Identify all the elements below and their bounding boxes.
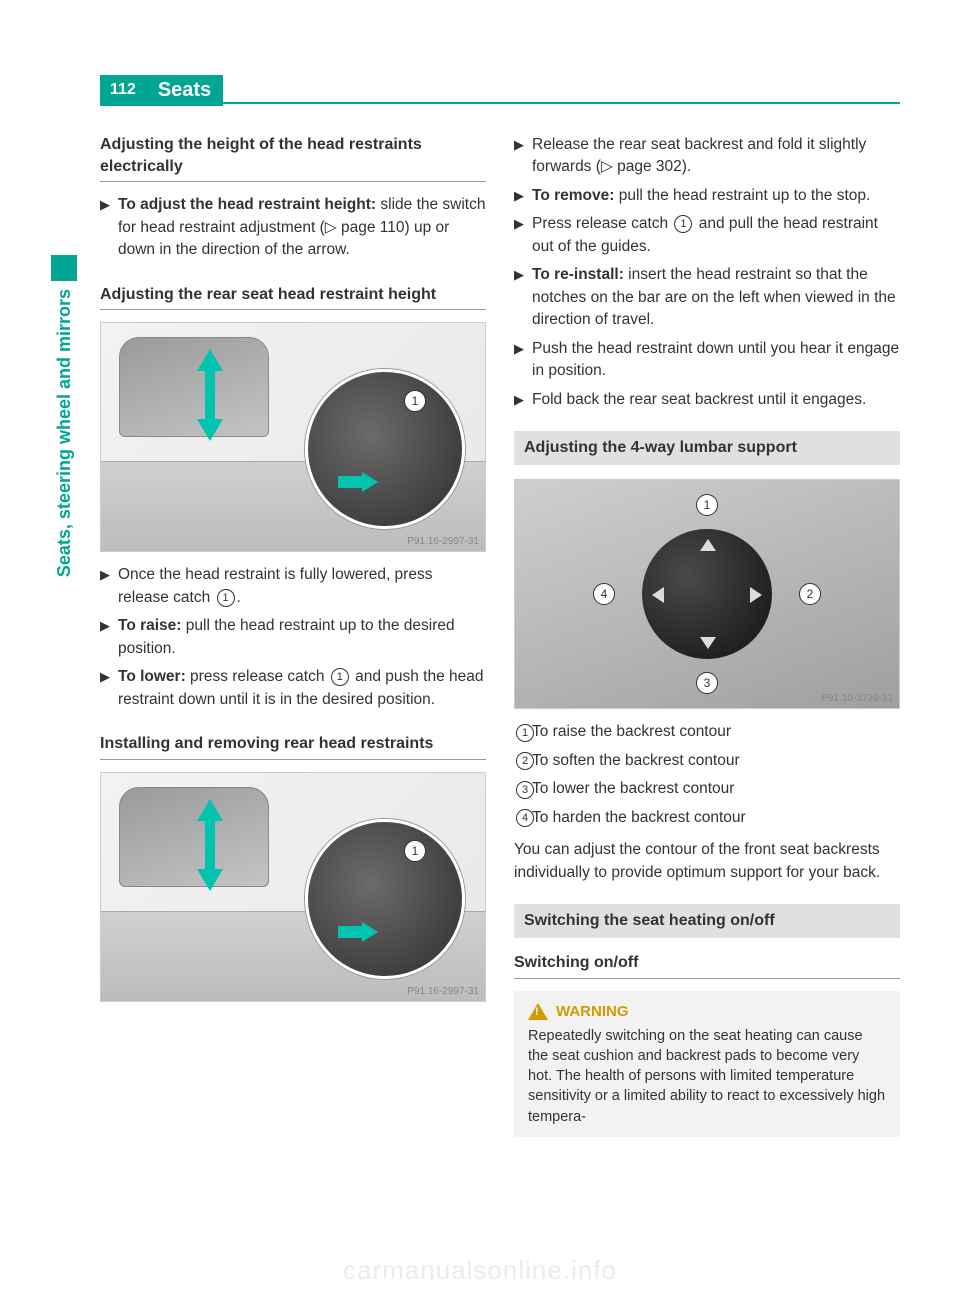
item-text: Push the head restraint down until you h… [532,338,900,383]
warning-box: WARNING Repeatedly switching on the seat… [514,991,900,1137]
item-text: To raise: pull the head restraint up to … [118,615,486,660]
section-heading: Installing and removing rear head restra… [100,733,486,760]
legend-text: To soften the backrest contour [532,750,900,772]
instruction-list: ▶ Release the rear seat backrest and fol… [514,134,900,411]
bullet-icon: ▶ [514,338,532,383]
page-content: 112 Seats Adjusting the height of the he… [100,75,900,1137]
arrow-press-icon [338,922,378,942]
warning-label: WARNING [556,1003,629,1020]
list-item: ▶ Once the head restraint is fully lower… [100,564,486,609]
list-item: ▶ Push the head restraint down until you… [514,338,900,383]
instruction-list: ▶ To adjust the head restraint height: s… [100,194,486,261]
bullet-icon: ▶ [514,213,532,258]
bullet-icon: ▶ [514,264,532,331]
bullet-icon: ▶ [100,615,118,660]
callout-2: 2 [799,583,821,605]
section-heading: Adjusting the height of the head restrai… [100,134,486,182]
page-number: 112 [100,75,146,106]
callout-bullet: 1 [514,721,532,743]
warning-text: Repeatedly switching on the seat heating… [528,1026,886,1127]
item-text: Release the rear seat backrest and fold … [532,134,900,179]
instruction-list: ▶ Once the head restraint is fully lower… [100,564,486,711]
callout-bullet: 4 [514,807,532,829]
list-item: ▶ To raise: pull the head restraint up t… [100,615,486,660]
tab-label: Seats, steering wheel and mirrors [54,289,75,577]
legend-list: 1 To raise the backrest contour 2 To sof… [514,721,900,829]
callout-4: 4 [593,583,615,605]
page-header: 112 Seats [100,75,900,106]
legend-text: To raise the backrest contour [532,721,900,743]
section-bar-heading: Switching the seat heating on/off [514,904,900,938]
section-heading: Adjusting the rear seat head restraint h… [100,284,486,311]
bullet-icon: ▶ [514,389,532,411]
bullet-icon: ▶ [100,666,118,711]
figure-head-restraint: 1 P91.16-2997-31 [100,322,486,552]
bullet-icon: ▶ [100,564,118,609]
arrow-up-down-icon [197,799,223,891]
list-item: ▶ Release the rear seat backrest and fol… [514,134,900,179]
list-item: ▶ To remove: pull the head restraint up … [514,185,900,207]
figure-head-restraint-remove: 1 P91.16-2997-31 [100,772,486,1002]
list-item: ▶ To adjust the head restraint height: s… [100,194,486,261]
figure-code: P91.10-3739-31 [821,693,893,704]
tab-marker [51,255,77,281]
lumbar-control [642,529,772,659]
item-text: Once the head restraint is fully lowered… [118,564,486,609]
callout-1: 1 [404,840,426,862]
callout-1: 1 [696,494,718,516]
item-text: To lower: press release catch 1 and push… [118,666,486,711]
zoom-detail: 1 [305,369,465,529]
arrow-press-icon [338,472,378,492]
right-column: ▶ Release the rear seat backrest and fol… [514,134,900,1137]
figure-code: P91.16-2997-31 [407,986,479,997]
legend-item: 1 To raise the backrest contour [514,721,900,743]
callout-bullet: 3 [514,778,532,800]
zoom-detail: 1 [305,819,465,979]
item-text: Fold back the rear seat backrest until i… [532,389,900,411]
bullet-icon: ▶ [514,185,532,207]
callout-3: 3 [696,672,718,694]
callout-1: 1 [404,390,426,412]
list-item: ▶ Press release catch 1 and pull the hea… [514,213,900,258]
callout-bullet: 2 [514,750,532,772]
figure-lumbar-support: 1 2 3 4 P91.10-3739-31 [514,479,900,709]
legend-text: To harden the backrest contour [532,807,900,829]
list-item: ▶ To lower: press release catch 1 and pu… [100,666,486,711]
figure-code: P91.16-2997-31 [407,536,479,547]
left-column: Adjusting the height of the head restrai… [100,134,486,1137]
legend-item: 4 To harden the backrest contour [514,807,900,829]
legend-item: 3 To lower the backrest contour [514,778,900,800]
warning-icon [528,1003,548,1020]
page-title: Seats [146,75,223,106]
header-rule [223,75,900,104]
arrow-up-down-icon [197,349,223,441]
item-text: To re-install: insert the head restraint… [532,264,900,331]
item-text: To adjust the head restraint height: sli… [118,194,486,261]
watermark: carmanualsonline.info [0,1255,960,1286]
list-item: ▶ Fold back the rear seat backrest until… [514,389,900,411]
subsection-heading: Switching on/off [514,952,900,979]
warning-header: WARNING [528,1003,886,1020]
sidebar-tab: Seats, steering wheel and mirrors [48,255,80,635]
item-text: To remove: pull the head restraint up to… [532,185,900,207]
bullet-icon: ▶ [100,194,118,261]
paragraph: You can adjust the contour of the front … [514,839,900,884]
list-item: ▶ To re-install: insert the head restrai… [514,264,900,331]
item-text: Press release catch 1 and pull the head … [532,213,900,258]
legend-text: To lower the backrest contour [532,778,900,800]
legend-item: 2 To soften the backrest contour [514,750,900,772]
section-bar-heading: Adjusting the 4-way lumbar support [514,431,900,465]
bullet-icon: ▶ [514,134,532,179]
